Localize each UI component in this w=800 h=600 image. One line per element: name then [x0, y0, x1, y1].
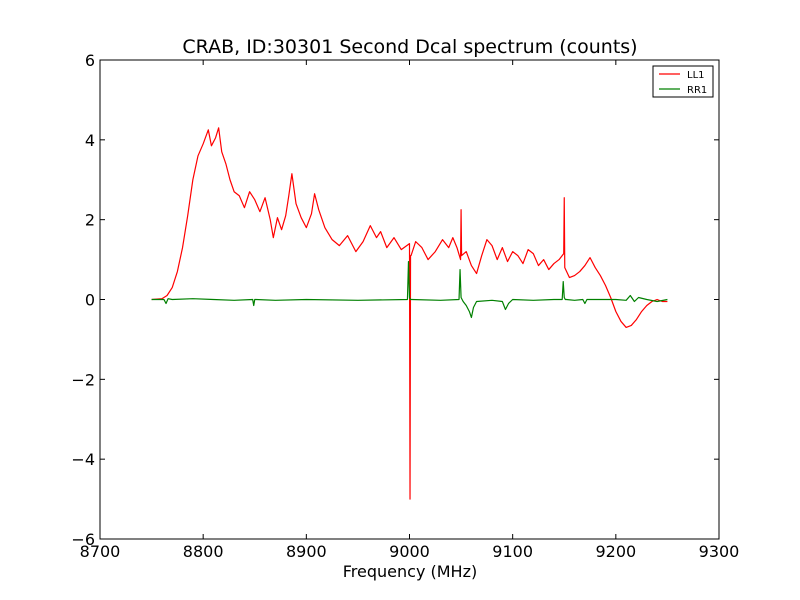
- series-line-rr1: [151, 260, 668, 319]
- x-tick-label: 9200: [595, 542, 636, 561]
- x-axis-label: Frequency (MHz): [343, 562, 477, 581]
- x-tick-label: 9300: [699, 542, 740, 561]
- y-tick-label: 6: [85, 51, 95, 70]
- y-tick-label: −2: [71, 370, 95, 389]
- y-tick-label: −6: [71, 530, 95, 549]
- x-tick-label: 8800: [183, 542, 224, 561]
- legend-label-rr1: RR1: [687, 85, 707, 96]
- y-tick-label: 4: [85, 131, 95, 150]
- ticks-group: 8700 8800 8900 9000 9100 9200 9300 −6 −4 −2 0 2 4 6: [71, 51, 739, 561]
- x-tick-label: 9100: [492, 542, 533, 561]
- x-tick-label: 8700: [80, 542, 121, 561]
- y-tick-label: 0: [85, 291, 95, 310]
- x-tick-label: 8900: [286, 542, 327, 561]
- chart-title: CRAB, ID:30301 Second Dcal spectrum (cou…: [182, 36, 637, 58]
- legend-box: [652, 65, 714, 98]
- legend-label-ll1: LL1: [687, 70, 705, 81]
- x-tick-label: 9000: [389, 542, 430, 561]
- y-tick-label: −4: [71, 450, 95, 469]
- y-tick-label: 2: [85, 211, 95, 230]
- series-group: [151, 127, 668, 500]
- series-line-ll1: [151, 127, 668, 500]
